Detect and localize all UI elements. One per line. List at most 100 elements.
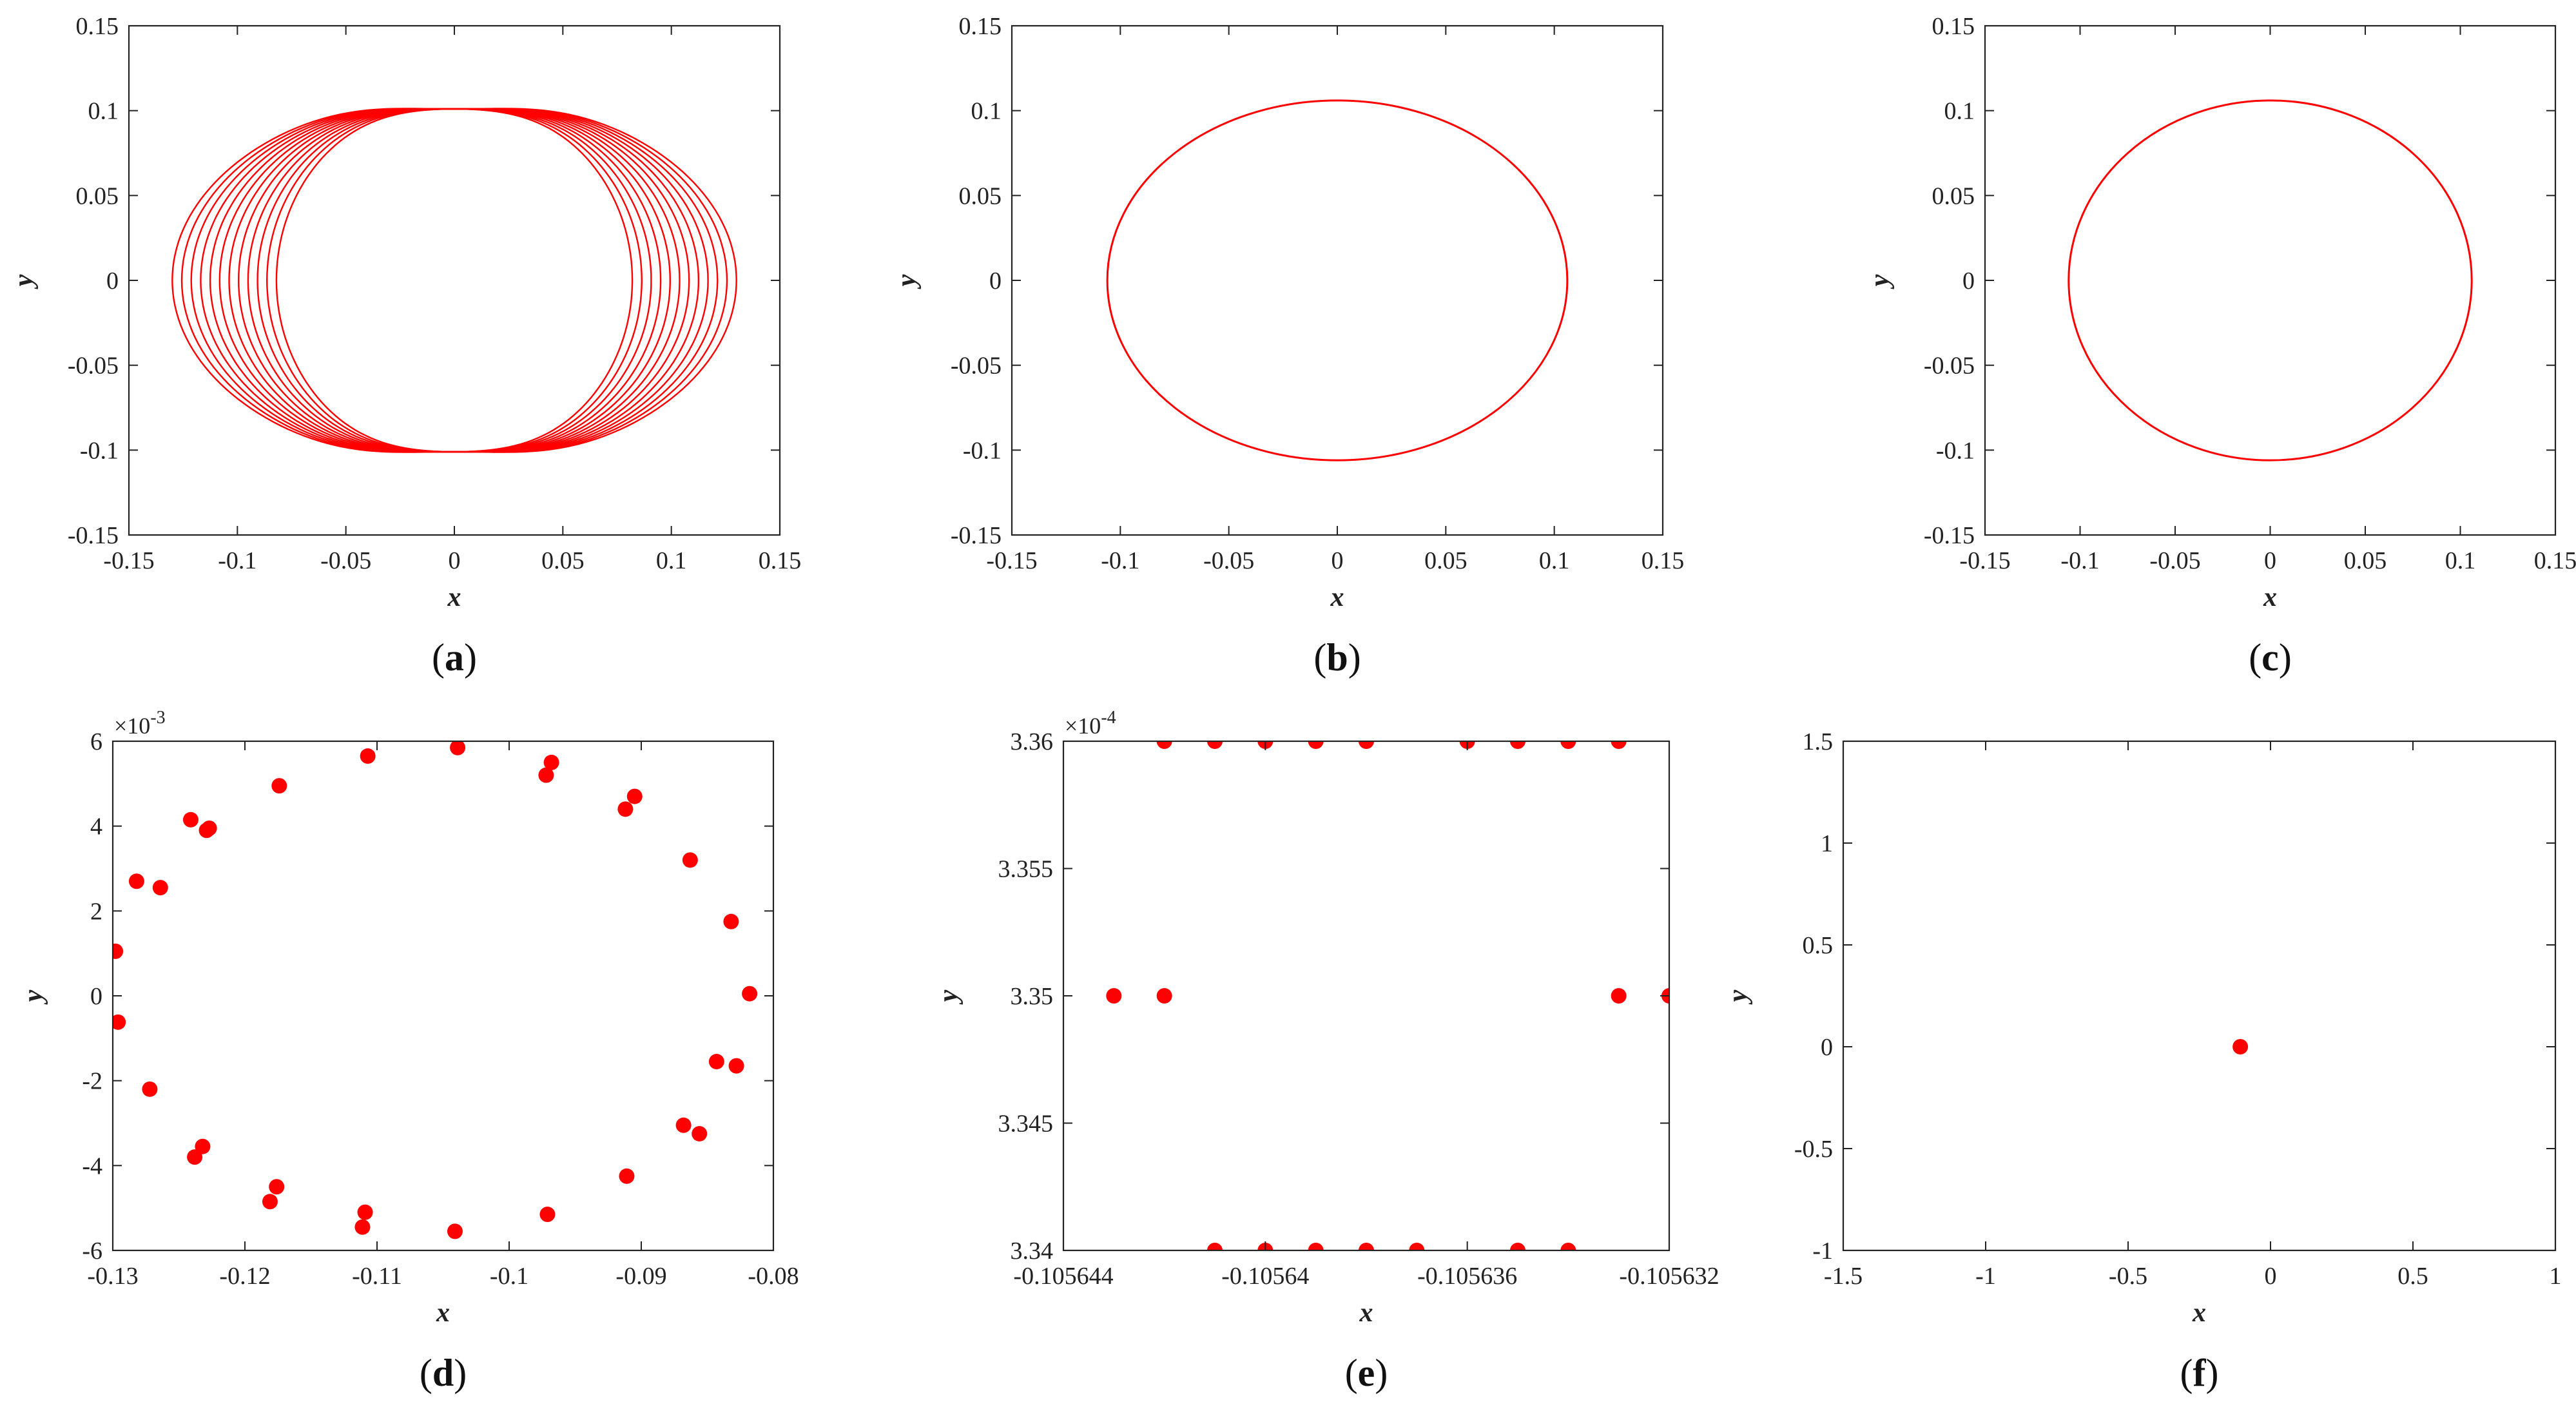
- x-tick-label: 0.05: [1424, 547, 1467, 574]
- panel-a-axes-frame: [128, 24, 781, 536]
- orbit-loop: [218, 108, 690, 453]
- panel-f-data: [2232, 1039, 2249, 1054]
- y-tick-label: -1: [1812, 1238, 1833, 1265]
- panel-d-data: [113, 741, 758, 1239]
- data-point: [617, 801, 634, 817]
- y-tick-label: -0.1: [1936, 437, 1975, 464]
- x-axis-label: x: [447, 583, 461, 612]
- x-tick-label: 0.05: [2344, 547, 2387, 574]
- orbit-loop: [228, 108, 681, 453]
- x-tick-label: 0.1: [2445, 547, 2476, 574]
- data-point: [1510, 1243, 1525, 1250]
- panel-caption: (b): [1313, 636, 1361, 679]
- data-point: [2232, 1039, 2249, 1054]
- y-tick-label: 1: [1821, 830, 1833, 857]
- panel-caption: (e): [1345, 1352, 1388, 1394]
- y-tick-label: 0.5: [1803, 932, 1834, 959]
- data-point: [152, 880, 168, 896]
- x-tick-label: -0.13: [87, 1263, 138, 1290]
- panel-a-data: [171, 108, 737, 453]
- data-point: [1156, 741, 1172, 749]
- data-point: [269, 1179, 285, 1195]
- x-tick-label: -0.08: [748, 1263, 799, 1290]
- orbit-loop: [180, 108, 728, 453]
- data-point: [675, 1117, 692, 1133]
- x-tick-label: 1: [2550, 1263, 2562, 1290]
- y-tick-label: -2: [82, 1068, 102, 1095]
- y-tick-label: -0.15: [68, 522, 119, 549]
- data-point: [1409, 1243, 1425, 1250]
- x-tick-label: 0.15: [759, 547, 802, 574]
- data-point: [1510, 741, 1525, 749]
- y-tick-label: 0: [1962, 267, 1975, 295]
- y-tick-label: 4: [90, 813, 102, 840]
- x-tick-label: -0.12: [219, 1263, 270, 1290]
- y-tick-label: -0.5: [1794, 1136, 1833, 1163]
- y-tick-label: -0.05: [68, 353, 119, 380]
- data-point: [626, 788, 643, 804]
- x-tick-label: 0.05: [541, 547, 585, 574]
- y-tick-label: 0: [1821, 1034, 1833, 1061]
- data-point: [1106, 988, 1122, 1004]
- x-tick-label: -0.105644: [1013, 1263, 1113, 1290]
- x-tick-label: -0.15: [1959, 547, 2010, 574]
- orbit-loop: [247, 108, 662, 453]
- orbit-loop: [237, 108, 672, 453]
- data-point: [195, 1138, 211, 1154]
- panel-d: -0.13 -0.12 -0.11 -0.1 -0.09 -0.08 -6 -4 -2 0 2 4 6 ×…: [19, 708, 799, 1394]
- data-point: [447, 1223, 463, 1239]
- orbit-loop: [257, 108, 652, 453]
- x-tick-label: -0.05: [2149, 547, 2200, 574]
- y-tick-label: -0.1: [963, 437, 1002, 464]
- y-tick-label: 3.35: [1011, 983, 1054, 1010]
- x-tick-label: -0.5: [2109, 1263, 2147, 1290]
- panel-a: -0.15 -0.1 -0.05 0 0.05 0.1 0.15 -0.15 -0.1 -0.05…: [9, 13, 801, 679]
- panel-caption: (f): [2180, 1352, 2219, 1394]
- y-tick-label: 2: [90, 898, 102, 925]
- y-tick-label: -4: [82, 1152, 102, 1180]
- x-tick-label: 0.5: [2397, 1263, 2428, 1290]
- data-point: [187, 1149, 203, 1165]
- y-tick-label: 0: [989, 267, 1002, 295]
- y-axis-label: y: [19, 989, 48, 1005]
- orbit-curve: [1106, 99, 1569, 461]
- data-point: [1359, 1243, 1374, 1250]
- x-axis-label: x: [2192, 1298, 2206, 1328]
- data-point: [1560, 741, 1576, 749]
- data-point: [1560, 1243, 1576, 1250]
- panel-b-axes-frame: [1011, 24, 1664, 536]
- data-point: [708, 1054, 724, 1070]
- y-axis-label: y: [9, 274, 39, 289]
- panel-b: -0.15 -0.1 -0.05 0 0.05 0.1 0.15 -0.15 -0.1 -0.05…: [892, 13, 1684, 679]
- x-tick-label: -0.15: [103, 547, 154, 574]
- y-tick-label: 1.5: [1803, 728, 1834, 755]
- x-axis-label: x: [436, 1298, 450, 1328]
- x-tick-label: -0.1: [2060, 547, 2099, 574]
- axis-exponent: ×10-4: [1065, 708, 1116, 739]
- y-axis-label: y: [1865, 274, 1895, 289]
- y-axis-label: y: [1723, 989, 1753, 1005]
- data-point: [1207, 1243, 1223, 1250]
- x-tick-label: 0: [1332, 547, 1344, 574]
- orbit-loop: [171, 108, 737, 453]
- y-tick-label: 0.05: [959, 182, 1002, 209]
- x-tick-label: -0.1: [1101, 547, 1139, 574]
- x-tick-label: -0.105632: [1619, 1263, 1719, 1290]
- data-point: [538, 767, 554, 783]
- y-tick-label: 3.36: [1011, 728, 1054, 755]
- data-point: [262, 1194, 278, 1210]
- panel-f: -1.5 -1 -0.5 0 0.5 1-1-0.500.511.5xy(f): [1723, 728, 2562, 1394]
- x-tick-label: -0.05: [320, 547, 371, 574]
- panel-caption: (c): [2249, 636, 2292, 679]
- data-point: [450, 741, 466, 755]
- data-point: [1611, 741, 1627, 749]
- axis-exponent: ×10-3: [114, 708, 166, 739]
- data-point: [128, 873, 144, 889]
- panel-c-axes-frame: [1984, 24, 2557, 536]
- y-tick-label: 3.345: [998, 1111, 1054, 1138]
- y-tick-label: -6: [82, 1238, 102, 1265]
- x-tick-label: -0.1: [218, 547, 257, 574]
- x-tick-label: -0.10564: [1221, 1263, 1309, 1290]
- x-axis-label: x: [2263, 583, 2277, 612]
